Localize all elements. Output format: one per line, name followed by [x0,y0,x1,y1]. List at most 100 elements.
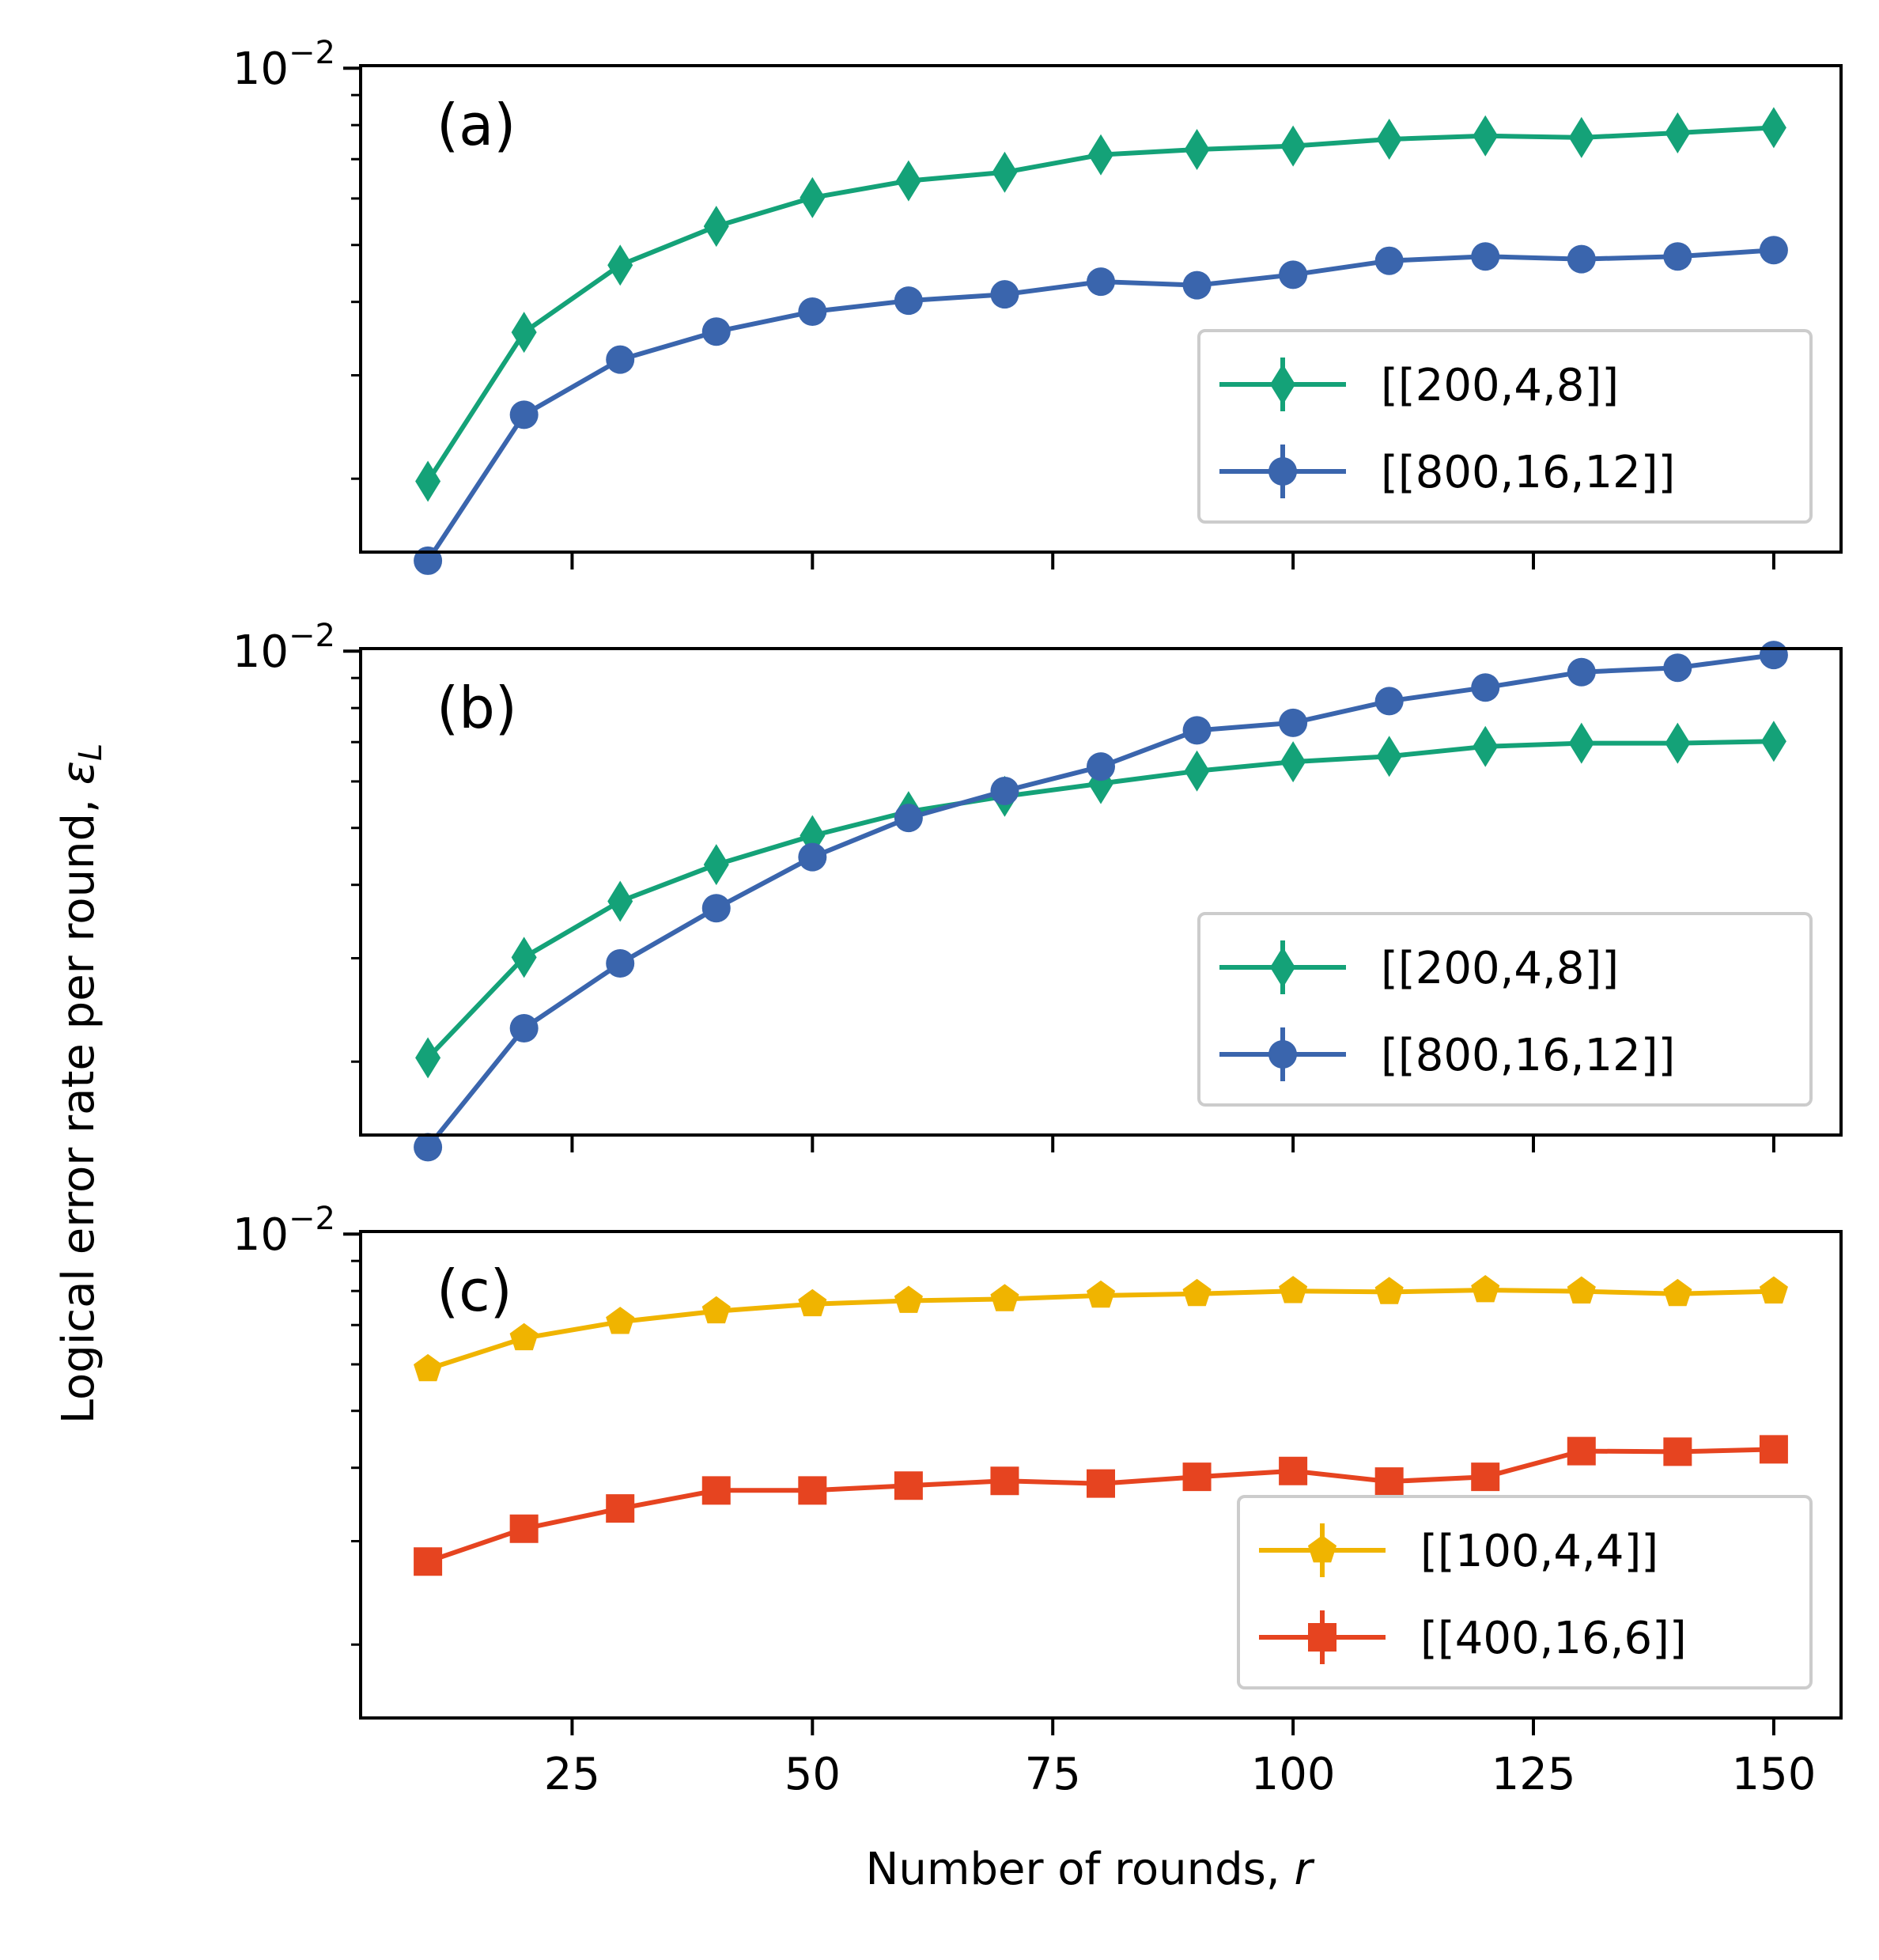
data-point [1184,129,1210,171]
data-point [798,297,827,327]
data-point [1760,107,1786,149]
data-point [415,1037,441,1079]
data-point [1182,1462,1212,1492]
legend: [[200,4,8]] [[800,16,12]] [1197,912,1813,1107]
data-point [701,894,731,923]
legend-label: [[200,4,8]] [1381,943,1619,994]
data-point [1471,1462,1500,1492]
data-point [1376,118,1402,160]
x-axis-label: Number of rounds, r [866,1844,1315,1895]
data-point [703,206,729,248]
legend-label: [[800,16,12]] [1381,447,1675,498]
legend-label: [[200,4,8]] [1381,360,1619,411]
data-point [414,1547,443,1576]
data-point [701,1296,731,1324]
x-axis-label-symbol: r [1294,1844,1314,1895]
y-tick-label-base: 10 [233,1209,289,1261]
data-point [1086,1280,1116,1308]
legend-box [1197,329,1813,524]
y-tick-label-base: 10 [233,626,289,678]
data-point [1759,236,1788,265]
panel-2: 10−2 (b) [[200,4,8]] [[800,16,12]] [233,618,1843,1162]
data-point [1567,244,1596,274]
data-point [1663,1278,1692,1307]
panels: 10−2(a)[[200,4,8]][[800,16,12]]10−2(b)[[… [233,35,1843,1800]
x-tick-label: 75 [1025,1749,1081,1800]
data-point [895,160,921,202]
data-point [509,1514,539,1543]
data-point [1087,1469,1115,1498]
legend: [[200,4,8]] [[800,16,12]] [1197,329,1813,524]
x-tick-label: 25 [544,1749,600,1800]
data-point [800,176,826,218]
data-point [606,1307,635,1334]
data-point [1182,271,1212,300]
data-point [1567,1436,1596,1466]
y-tick-label: 10−2 [233,618,335,678]
data-point [1760,721,1786,762]
data-point [1663,1437,1692,1466]
legend-label: [[100,4,4]] [1420,1526,1658,1577]
data-point [894,804,923,833]
data-point [1279,1456,1308,1485]
legend-box [1237,1495,1813,1689]
legend-box [1197,912,1813,1107]
panel-label: (c) [437,1258,512,1324]
data-point [1182,1278,1212,1307]
data-point [990,1284,1019,1311]
data-point [415,460,441,502]
axes-frame [359,647,1843,1137]
data-point [1088,134,1113,176]
y-tick-label-exponent: −2 [289,1201,335,1237]
y-axis-label: Logical error rate per round, εL [53,744,109,1425]
legend-marker [1308,1623,1336,1652]
data-point [1087,752,1115,781]
y-tick-label-base: 10 [233,44,289,95]
data-point [511,936,537,978]
data-point [414,1133,443,1162]
data-point [1759,1435,1788,1464]
data-point [606,1494,635,1523]
data-point [894,286,923,316]
data-point [1279,708,1308,737]
data-point [1374,1467,1404,1496]
x-tick-label: 150 [1731,1749,1816,1800]
data-point [1568,722,1594,764]
y-axis-label-symbol: ε [53,761,104,785]
y-tick-label: 10−2 [233,35,335,95]
y-tick-label: 10−2 [233,1201,335,1261]
data-point [990,280,1019,309]
legend-marker [1268,457,1297,486]
data-point [1663,242,1692,271]
data-point [1568,116,1594,158]
panel-1: 10−2 (a) [[200,4,8]] [[800,16,12]] [233,35,1843,575]
data-point [1374,687,1404,716]
axes-frame [359,64,1843,554]
data-point [894,1471,923,1500]
data-point [607,244,633,286]
data-point [1759,1276,1788,1304]
data-point [701,1476,731,1505]
data-point [1471,1274,1500,1303]
data-point [1374,1277,1404,1304]
panel-3: 10−2 25 50 75 100 125 150 (c) [[100,4,4]] [[400,1… [233,1201,1843,1800]
data-point [511,312,537,354]
data-point [1279,260,1308,289]
data-point [1280,741,1306,783]
data-point [1471,673,1500,702]
data-point [798,1476,827,1505]
x-tick-label: 125 [1491,1749,1576,1800]
legend-marker [1307,1535,1337,1563]
legend-label: [[400,16,6]] [1420,1613,1687,1664]
x-tick-label: 50 [784,1749,841,1800]
x-tick-label: 100 [1251,1749,1336,1800]
y-tick-label-exponent: −2 [289,35,335,71]
data-point [701,317,731,346]
legend-marker [1270,947,1295,988]
data-point [606,345,635,374]
data-point [1759,641,1788,670]
data-point [509,400,539,429]
y-axis-label-subscript: L [73,744,109,761]
data-point [1567,1276,1596,1304]
data-point [1279,1276,1308,1304]
